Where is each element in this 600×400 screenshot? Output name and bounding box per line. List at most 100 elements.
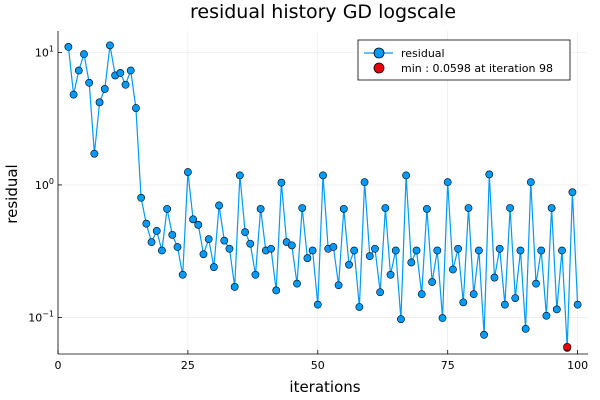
residual-point	[454, 244, 462, 253]
legend-label-residual: residual	[401, 47, 445, 60]
residual-point	[500, 300, 509, 309]
residual-point	[490, 273, 499, 282]
y-tick-label: 101	[35, 44, 54, 59]
y-axis-ticks: 10−1 100 101	[28, 44, 62, 324]
x-tick-label: 75	[441, 359, 455, 372]
residual-point	[152, 226, 161, 235]
residual-point	[495, 244, 504, 253]
residual-point	[568, 188, 577, 197]
residual-point	[137, 193, 146, 202]
residual-point	[121, 80, 130, 89]
legend-label-minimum: min : 0.0598 at iteration 98	[401, 62, 553, 75]
residual-point	[438, 314, 447, 322]
residual-point	[443, 178, 452, 187]
legend-marker-minimum	[373, 62, 385, 74]
minimum-point	[563, 342, 572, 352]
y-tick-label: 100	[35, 177, 54, 192]
residual-point	[407, 258, 416, 267]
residual-point	[371, 244, 379, 253]
residual-point	[319, 171, 327, 180]
residual-point	[215, 201, 223, 210]
residual-point	[423, 204, 431, 213]
residual-point	[459, 298, 468, 307]
residual-point	[168, 230, 177, 239]
residual-point	[386, 270, 395, 279]
residual-point	[381, 204, 390, 212]
residual-point	[225, 244, 234, 253]
residual-point	[391, 246, 400, 255]
residual-point	[163, 204, 172, 213]
residual-point	[251, 270, 260, 279]
residual-point	[106, 41, 114, 50]
residual-point	[178, 270, 187, 279]
residual-point	[329, 243, 338, 251]
residual-point	[345, 260, 353, 269]
residual-point	[194, 220, 203, 229]
residual-point	[433, 246, 442, 255]
residual-point	[428, 278, 437, 286]
residual-point	[189, 215, 197, 224]
x-tick-label: 0	[55, 359, 62, 372]
residual-point	[267, 244, 275, 253]
residual-point	[474, 246, 483, 255]
residual-point	[412, 246, 421, 255]
residual-point	[64, 43, 73, 51]
residual-point	[173, 243, 182, 251]
residual-point	[339, 204, 348, 213]
residual-point	[277, 178, 286, 187]
residual-point	[90, 149, 99, 158]
residual-point	[485, 170, 494, 179]
residual-point	[184, 168, 192, 176]
residual-point	[464, 204, 473, 212]
plot-frame	[57, 31, 588, 355]
residual-point	[230, 283, 239, 291]
residual-point	[220, 236, 229, 245]
residual-point	[334, 281, 343, 290]
residual-point	[204, 235, 213, 244]
residual-point	[313, 300, 322, 309]
residual-point	[256, 204, 265, 213]
residual-point	[480, 330, 488, 339]
residual-point	[516, 246, 525, 255]
residual-point	[293, 279, 301, 288]
residual-point	[449, 265, 457, 274]
residual-point	[469, 290, 478, 299]
x-axis-ticks: 0 25 50 75 100	[55, 350, 588, 372]
residual-point	[402, 171, 411, 180]
residual-point	[521, 324, 530, 333]
residual-point	[209, 263, 218, 271]
residual-point	[116, 69, 125, 77]
residual-point	[74, 66, 83, 75]
residual-point	[547, 204, 556, 212]
residual-point	[552, 305, 561, 314]
residual-point	[132, 104, 140, 112]
residual-point	[246, 239, 255, 248]
residual-point	[85, 78, 94, 87]
residual-point	[69, 90, 78, 99]
residual-point	[511, 294, 520, 302]
residual-point	[80, 50, 88, 59]
residual-point	[100, 85, 109, 93]
residual-point	[126, 66, 135, 75]
residual-point	[397, 315, 405, 324]
legend-marker-residual	[373, 47, 385, 59]
residual-point	[526, 178, 535, 187]
residual-point	[360, 178, 369, 187]
residual-point	[142, 219, 151, 228]
residual-point	[532, 279, 540, 288]
residual-point	[376, 288, 385, 297]
residual-point	[298, 204, 307, 212]
legend-box	[357, 39, 571, 81]
residual-point	[355, 303, 364, 311]
y-axis-label: residual	[3, 164, 21, 223]
residual-point	[199, 250, 208, 259]
x-axis-label: iterations	[289, 378, 360, 396]
residual-point	[235, 171, 244, 180]
data-points	[64, 41, 582, 352]
residual-point	[308, 246, 317, 255]
x-tick-label: 50	[311, 359, 325, 372]
residual-point	[241, 228, 249, 237]
residual-point	[303, 254, 312, 263]
residual-point	[573, 300, 582, 309]
